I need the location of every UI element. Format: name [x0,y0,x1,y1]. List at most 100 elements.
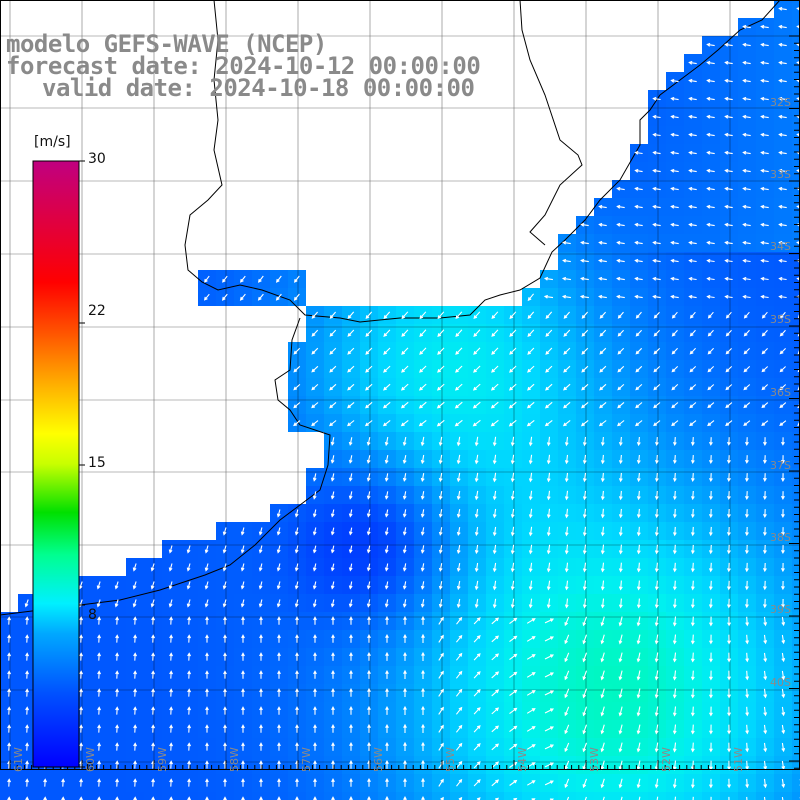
wind-arrow [616,294,625,299]
wind-arrow [97,688,101,697]
wind-arrow [402,545,407,554]
wind-arrow [276,527,281,536]
wind-arrow [544,690,555,696]
wind-arrow [421,669,425,679]
wind-arrow [779,348,786,355]
wind-arrow [293,365,301,373]
lon-label: 57W [300,747,313,772]
wind-arrow [347,401,355,409]
wind-arrow [276,545,281,554]
colorbar-ticks [79,160,85,768]
wind-arrow [474,562,479,573]
wind-arrow [421,723,425,733]
wind-arrow [510,508,515,519]
lat-label: 37S [770,459,791,472]
wind-arrow [7,616,11,625]
wind-arrow [403,741,407,751]
wind-arrow [544,401,553,409]
wind-arrow [778,132,787,137]
wind-arrow [7,688,11,697]
wind-arrow [348,509,353,518]
wind-cell [792,468,800,486]
wind-arrow [241,634,245,643]
wind-arrow [582,436,587,447]
wind-arrow [455,311,463,320]
wind-arrow [618,688,623,699]
wind-arrow [599,365,607,373]
wind-arrow [688,96,697,101]
wind-arrow [115,688,119,697]
wind-arrow [7,742,11,751]
wind-cell [18,792,36,800]
wind-arrow [546,562,551,573]
wind-arrow [635,311,642,319]
wind-arrow [508,383,517,391]
wind-arrow [656,796,659,800]
wind-arrow [709,652,713,663]
wind-cell [342,792,360,800]
wind-arrow [654,742,659,753]
wind-cell [792,378,800,396]
wind-cell [792,612,800,630]
wind-arrow [294,509,299,518]
wind-arrow [259,652,263,661]
wind-arrow [636,526,641,537]
wind-arrow [724,204,733,209]
wind-arrow [707,329,714,337]
wind-cell [792,576,800,594]
wind-arrow [706,132,715,137]
wind-arrow [707,311,714,319]
wind-arrow [385,687,389,697]
wind-arrow [745,670,750,681]
wind-arrow [600,724,605,735]
wind-arrow [331,742,335,751]
wind-arrow [528,580,533,591]
wind-arrow [600,598,605,609]
wind-arrow [421,651,425,661]
wind-arrow [97,742,101,751]
wind-arrow [778,294,787,299]
wind-cell [0,792,18,800]
wind-arrow [745,455,749,464]
wind-arrow [581,329,589,337]
wind-cell [792,450,800,468]
wind-arrow [259,760,263,769]
wind-arrow [654,652,659,663]
wind-arrow [151,670,155,679]
wind-arrow [438,778,444,787]
wind-arrow [313,724,317,733]
wind-arrow [688,60,697,65]
wind-arrow [709,706,713,717]
wind-arrow [745,706,750,717]
wind-arrow [724,96,733,101]
wind-cell [792,702,800,720]
lon-label: 56W [372,747,385,772]
wind-arrow [258,581,263,590]
wind-arrow [561,294,571,299]
wind-arrow [544,726,555,732]
wind-arrow [205,634,209,643]
wind-arrow [204,275,210,283]
wind-cell [216,792,234,800]
wind-arrow [491,347,499,355]
wind-arrow [348,473,353,482]
wind-arrow [347,383,355,391]
wind-arrow [781,724,786,735]
wind-arrow [295,634,299,643]
wind-arrow [580,222,589,227]
wind-arrow [652,240,661,245]
wind-arrow [618,634,623,645]
wind-arrow [634,294,643,299]
wind-arrow [781,778,786,789]
wind-arrow [582,544,587,555]
wind-arrow [204,581,209,590]
wind-arrow [275,293,282,301]
wind-arrow [187,670,191,679]
wind-arrow [781,562,785,573]
wind-arrow [526,419,535,427]
wind-arrow [491,743,500,751]
wind-arrow [491,365,499,373]
wind-arrow [384,527,389,536]
wind-arrow [241,778,245,787]
wind-arrow [510,526,515,537]
